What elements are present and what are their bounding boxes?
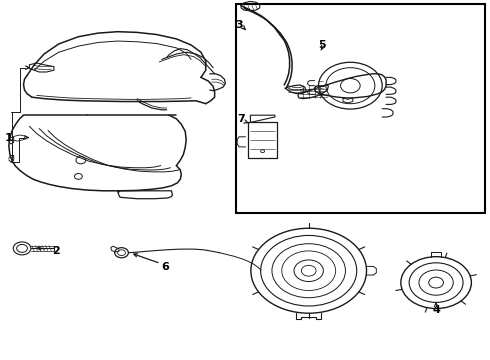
Text: 6: 6 (162, 262, 170, 272)
Text: 4: 4 (432, 305, 440, 315)
Text: 7: 7 (237, 114, 245, 124)
Text: 2: 2 (52, 246, 60, 256)
Bar (236, 4, 485, 213)
Text: 1: 1 (5, 132, 13, 143)
Text: 5: 5 (318, 40, 326, 50)
Text: 3: 3 (235, 20, 243, 30)
